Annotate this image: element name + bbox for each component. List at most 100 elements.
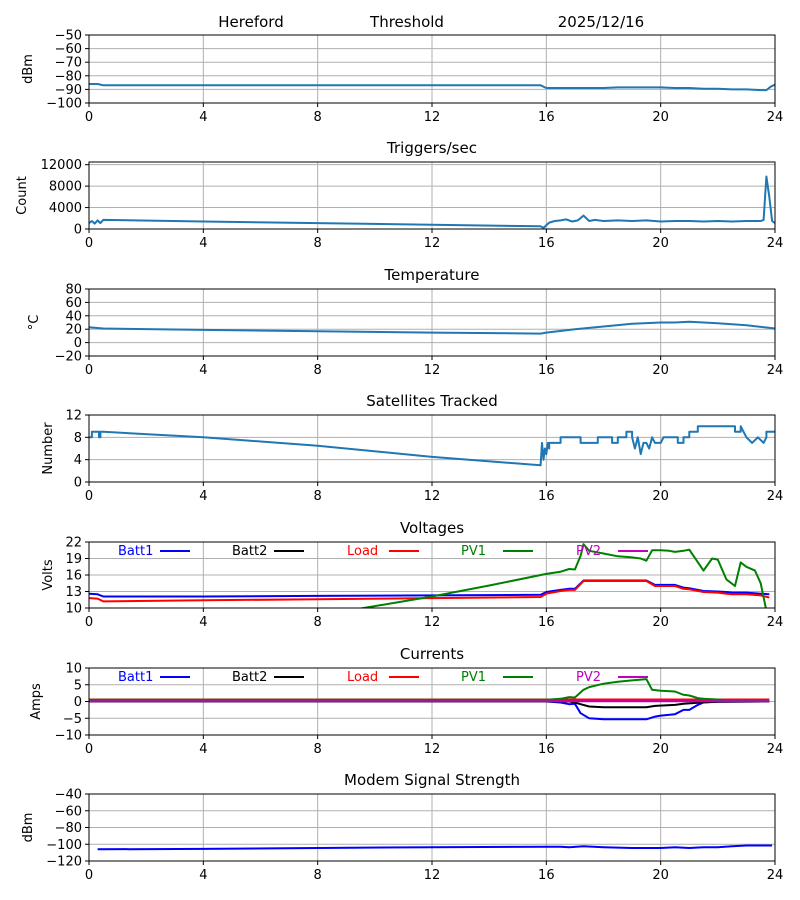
x-tick-label: 4 <box>199 742 207 757</box>
series-line-modem <box>97 844 773 851</box>
y-tick-label: 20 <box>65 323 82 338</box>
y-tick-label: 4 <box>74 453 82 468</box>
y-tick-label: 8000 <box>49 180 82 195</box>
x-tick-label: 16 <box>538 236 555 251</box>
panel-threshold: 0 4 8 12 16 20 24 −50−60−70−80−90−100 dBm <box>21 29 783 126</box>
series-group <box>89 425 775 467</box>
y-tick-label: −10 <box>55 729 82 744</box>
x-tick-label: 0 <box>85 110 93 125</box>
y-tick-label: −5 <box>63 712 82 727</box>
legend-label-pv2: PV2 <box>576 544 601 559</box>
x-tick-label: 8 <box>314 615 322 630</box>
panel-modem: 0 4 8 12 16 20 24 −40−60 −80 −100 −120 dBm Modem Sig… <box>21 771 783 883</box>
y-tick-label: −40 <box>55 788 82 803</box>
x-tick-label: 4 <box>199 236 207 251</box>
x-tick-label: 12 <box>424 363 441 378</box>
x-tick-label: 24 <box>767 110 784 125</box>
x-tick-label: 20 <box>652 868 669 883</box>
x-tick-label: 16 <box>538 363 555 378</box>
x-tick-label: 4 <box>199 363 207 378</box>
x-tick-label: 4 <box>199 489 207 504</box>
y-tick-label: −20 <box>55 350 82 365</box>
series-group <box>89 320 775 335</box>
x-tick-label: 8 <box>314 363 322 378</box>
y-tick-label: 0 <box>74 336 82 351</box>
x-tick-label: 12 <box>424 868 441 883</box>
x-tick-label: 20 <box>652 236 669 251</box>
x-tick-label: 16 <box>538 615 555 630</box>
x-tick-label: 24 <box>767 236 784 251</box>
y-tick-label: 4000 <box>49 201 82 216</box>
y-axis-label: Number <box>41 422 56 475</box>
y-axis-label: °C <box>27 315 42 331</box>
legend-label-batt1: Batt1 <box>118 544 153 559</box>
y-axis-label: Amps <box>29 683 44 720</box>
y-tick-label: 8 <box>74 431 82 446</box>
x-tick-label: 20 <box>652 742 669 757</box>
series-line-batt2 <box>89 700 770 709</box>
x-tick-label: 0 <box>85 868 93 883</box>
y-tick-label: −120 <box>46 855 82 870</box>
y-tick-label: 0 <box>74 223 82 238</box>
series-line-pv1 <box>89 678 770 702</box>
y-tick-label: −60 <box>55 804 82 819</box>
legend-label-pv1: PV1 <box>461 670 486 685</box>
y-tick-label: −80 <box>55 821 82 836</box>
x-tick-label: 12 <box>424 110 441 125</box>
legend-label-batt2: Batt2 <box>232 544 267 559</box>
y-tick-label: 80 <box>65 283 82 298</box>
y-tick-label: −70 <box>55 56 82 71</box>
y-tick-label: −50 <box>55 29 82 44</box>
panel-title: Currents <box>400 645 464 663</box>
panel-title: Modem Signal Strength <box>344 771 520 789</box>
x-tick-label: 0 <box>85 489 93 504</box>
y-axis-label: dBm <box>21 813 36 843</box>
x-tick-label: 12 <box>424 236 441 251</box>
x-tick-label: 0 <box>85 742 93 757</box>
figure-title: Threshold <box>369 13 444 31</box>
x-tick-label: 8 <box>314 868 322 883</box>
y-tick-label: 12000 <box>41 158 82 173</box>
x-tick-label: 20 <box>652 489 669 504</box>
x-tick-label: 8 <box>314 742 322 757</box>
y-tick-label: 0 <box>74 476 82 491</box>
panel-title: Triggers/sec <box>386 139 477 157</box>
y-tick-label: −80 <box>55 69 82 84</box>
series-line-threshold <box>89 83 775 92</box>
series-group <box>89 678 770 721</box>
x-tick-label: 16 <box>538 742 555 757</box>
legend-label-batt2: Batt2 <box>232 670 267 685</box>
y-tick-label: 60 <box>65 296 82 311</box>
legend-label-pv2: PV2 <box>576 670 601 685</box>
y-tick-label: 12 <box>65 409 82 424</box>
x-tick-label: 12 <box>424 489 441 504</box>
series-line-load <box>89 580 770 603</box>
x-tick-label: 4 <box>199 868 207 883</box>
series-group <box>89 83 775 92</box>
y-axis-label: Volts <box>41 559 56 591</box>
x-tick-label: 4 <box>199 615 207 630</box>
y-tick-label: 22 <box>65 536 82 551</box>
x-tick-label: 20 <box>652 110 669 125</box>
legend-label-load: Load <box>347 670 378 685</box>
x-tick-label: 8 <box>314 236 322 251</box>
x-tick-label: 8 <box>314 489 322 504</box>
x-tick-label: 12 <box>424 742 441 757</box>
x-tick-label: 16 <box>538 110 555 125</box>
x-tick-label: 8 <box>314 110 322 125</box>
panel-triggers: 0 4 8 12 16 20 24 0 4000 8000 12000 Count Triggers/s… <box>15 139 783 251</box>
series-line-batt1 <box>89 700 770 721</box>
x-tick-label: 24 <box>767 615 784 630</box>
station-name: Hereford <box>218 13 283 31</box>
series-line-satellites <box>89 425 775 467</box>
y-tick-label: −60 <box>55 42 82 57</box>
x-tick-label: 12 <box>424 615 441 630</box>
x-tick-label: 16 <box>538 868 555 883</box>
series-group <box>89 543 770 608</box>
y-tick-label: 5 <box>74 678 82 693</box>
